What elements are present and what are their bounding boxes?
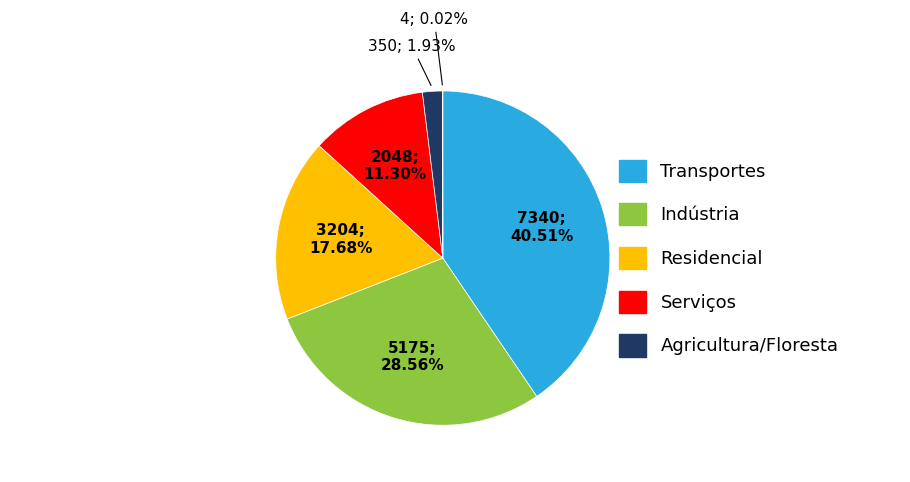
- Text: 350; 1.93%: 350; 1.93%: [369, 39, 456, 85]
- Text: 7340;
40.51%: 7340; 40.51%: [511, 212, 573, 244]
- Text: 3204;
17.68%: 3204; 17.68%: [309, 223, 372, 255]
- Wedge shape: [288, 258, 537, 425]
- Wedge shape: [319, 92, 443, 258]
- Text: 5175;
28.56%: 5175; 28.56%: [380, 341, 444, 373]
- Wedge shape: [443, 91, 610, 396]
- Text: 2048;
11.30%: 2048; 11.30%: [364, 150, 427, 182]
- Legend: Transportes, Indústria, Residencial, Serviços, Agricultura/Floresta: Transportes, Indústria, Residencial, Ser…: [619, 160, 838, 357]
- Wedge shape: [422, 91, 443, 258]
- Wedge shape: [276, 146, 443, 319]
- Text: 4; 0.02%: 4; 0.02%: [400, 12, 469, 85]
